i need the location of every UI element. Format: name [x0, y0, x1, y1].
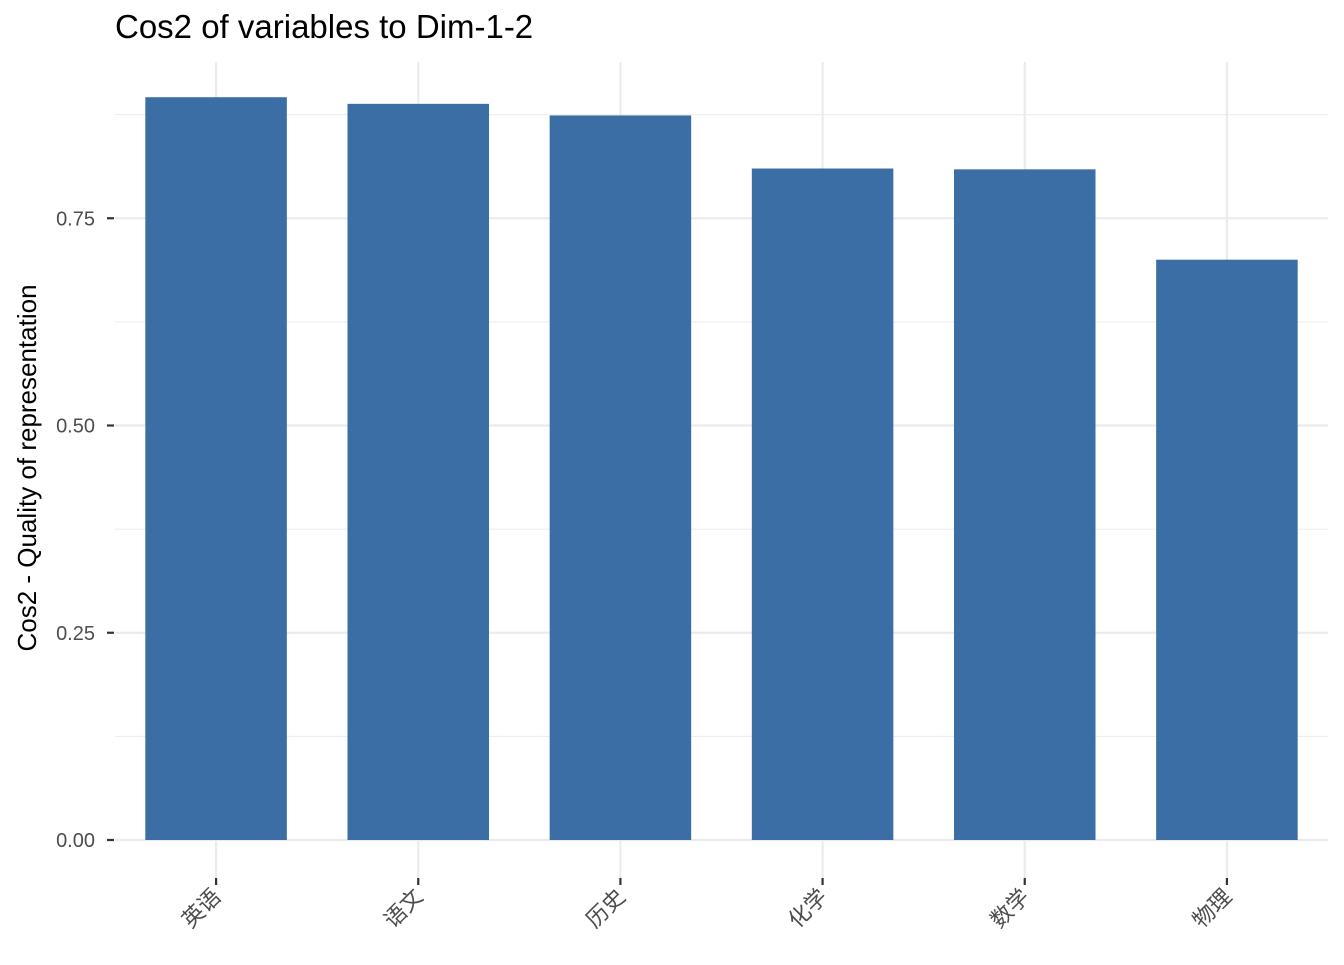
x-tick-label: 数学 — [985, 884, 1034, 933]
bar-1 — [145, 97, 287, 840]
bar-6 — [1156, 259, 1298, 840]
bar-layer — [145, 97, 1298, 841]
y-tick-label: 0.25 — [56, 623, 95, 645]
y-tick-label: 0.50 — [56, 416, 95, 438]
y-tick-label: 0.75 — [56, 208, 95, 230]
x-tick-label: 物理 — [1188, 884, 1237, 933]
y-axis-title: Cos2 - Quality of representation — [12, 284, 42, 651]
chart-title: Cos2 of variables to Dim-1-2 — [115, 8, 533, 45]
x-tick-label: 语文 — [379, 884, 428, 933]
y-tick-label: 0.00 — [56, 830, 95, 852]
x-tick-label: 历史 — [581, 884, 630, 933]
bar-2 — [347, 103, 490, 840]
bar-4 — [751, 168, 894, 840]
x-tick-label: 英语 — [177, 884, 226, 933]
grid-layer — [115, 62, 1328, 878]
x-tick-label: 化学 — [783, 884, 832, 933]
bar-3 — [549, 115, 692, 841]
bar-5 — [953, 169, 1096, 841]
